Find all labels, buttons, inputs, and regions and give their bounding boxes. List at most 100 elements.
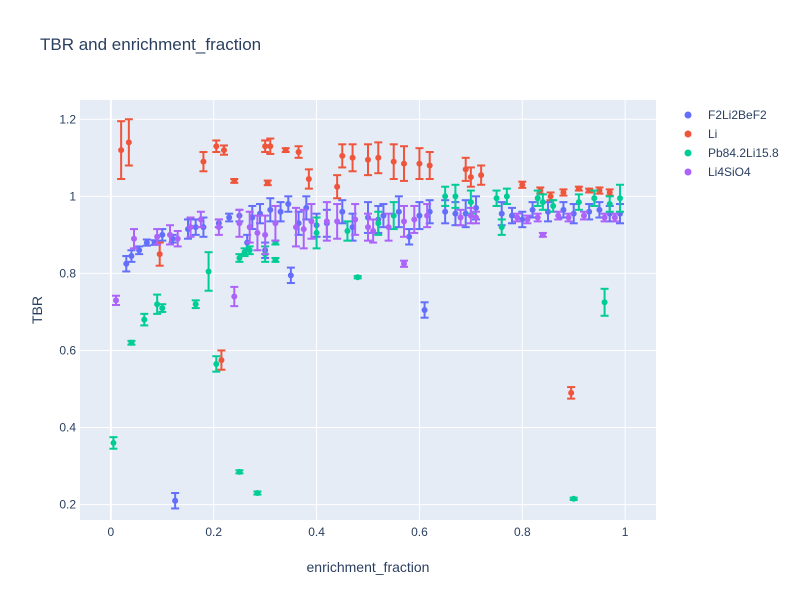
data-point[interactable] [601,214,608,221]
data-point[interactable] [339,152,346,159]
data-point[interactable] [205,268,212,275]
data-point[interactable] [192,224,199,231]
data-point[interactable] [570,495,577,502]
data-point[interactable] [323,218,330,225]
data-point[interactable] [452,210,459,217]
data-point[interactable] [236,220,243,227]
data-point[interactable] [128,253,135,260]
data-point[interactable] [529,206,536,213]
data-point[interactable] [519,181,526,188]
data-point[interactable] [285,201,292,208]
data-point[interactable] [154,301,161,308]
data-point[interactable] [262,143,269,150]
data-point[interactable] [334,218,341,225]
data-point[interactable] [473,204,479,211]
data-point[interactable] [370,228,377,235]
data-point[interactable] [575,185,582,192]
data-point[interactable] [421,307,428,313]
data-point[interactable] [231,293,238,300]
data-point[interactable] [118,147,125,154]
data-point[interactable] [375,220,382,227]
data-point[interactable] [282,147,289,154]
data-point[interactable] [596,187,603,194]
data-point[interactable] [352,216,359,223]
data-point[interactable] [113,297,119,304]
data-point[interactable] [192,301,199,308]
data-point[interactable] [305,175,312,182]
data-point[interactable] [601,299,608,306]
data-point[interactable] [560,189,567,196]
data-point[interactable] [424,212,431,219]
data-point[interactable] [581,212,587,219]
data-point[interactable] [272,256,279,263]
data-point[interactable] [159,305,166,312]
data-point[interactable] [226,214,233,221]
data-point[interactable] [236,468,243,475]
data-point[interactable] [287,272,294,279]
data-point[interactable] [300,226,307,233]
data-point[interactable] [596,206,603,213]
data-point[interactable] [539,199,546,206]
data-point[interactable] [159,231,166,238]
data-point[interactable] [426,162,433,169]
data-point[interactable] [416,212,423,219]
data-point[interactable] [586,208,593,215]
data-point[interactable] [110,439,117,446]
data-point[interactable] [442,208,449,215]
data-point[interactable] [498,210,505,217]
data-point[interactable] [534,214,541,221]
data-point[interactable] [467,174,474,181]
data-point[interactable] [167,231,173,238]
data-point[interactable] [215,224,222,231]
data-point[interactable] [606,189,613,196]
data-point[interactable] [262,231,269,238]
data-point[interactable] [246,224,253,231]
data-point[interactable] [365,224,371,231]
data-point[interactable] [143,239,150,246]
data-point[interactable] [555,212,562,219]
data-point[interactable] [411,216,418,223]
data-point[interactable] [349,224,356,231]
data-point[interactable] [390,158,397,165]
data-point[interactable] [308,218,315,225]
data-point[interactable] [611,214,618,221]
data-point[interactable] [246,247,253,254]
data-point[interactable] [591,195,598,202]
data-point[interactable] [221,147,227,154]
data-point[interactable] [154,233,161,240]
data-point[interactable] [128,339,135,346]
data-point[interactable] [401,218,407,225]
data-point[interactable] [478,172,485,179]
data-point[interactable] [213,143,220,150]
data-point[interactable] [200,158,207,165]
data-point[interactable] [375,154,382,161]
data-point[interactable] [385,224,392,231]
data-point[interactable] [575,199,582,206]
data-point[interactable] [534,195,541,202]
legend-item[interactable]: Li4SiO4 [684,165,752,179]
data-point[interactable] [344,228,351,235]
data-point[interactable] [568,389,575,396]
data-point[interactable] [401,160,407,167]
data-point[interactable] [172,497,179,504]
data-point[interactable] [498,224,505,231]
data-point[interactable] [606,201,613,208]
data-point[interactable] [293,224,299,231]
data-point[interactable] [570,210,577,217]
data-point[interactable] [156,251,163,258]
data-point[interactable] [254,229,261,236]
data-point[interactable] [617,195,623,202]
data-point[interactable] [493,195,500,202]
legend-item[interactable]: F2Li2BeF2 [684,108,768,122]
data-point[interactable] [524,216,531,223]
data-point[interactable] [272,220,279,227]
data-point[interactable] [187,224,194,231]
data-point[interactable] [313,229,320,236]
data-point[interactable] [401,260,407,267]
data-point[interactable] [267,143,274,150]
data-point[interactable] [334,183,341,190]
data-point[interactable] [277,208,284,215]
data-point[interactable] [365,156,371,163]
data-point[interactable] [295,149,302,156]
data-point[interactable] [442,193,449,200]
